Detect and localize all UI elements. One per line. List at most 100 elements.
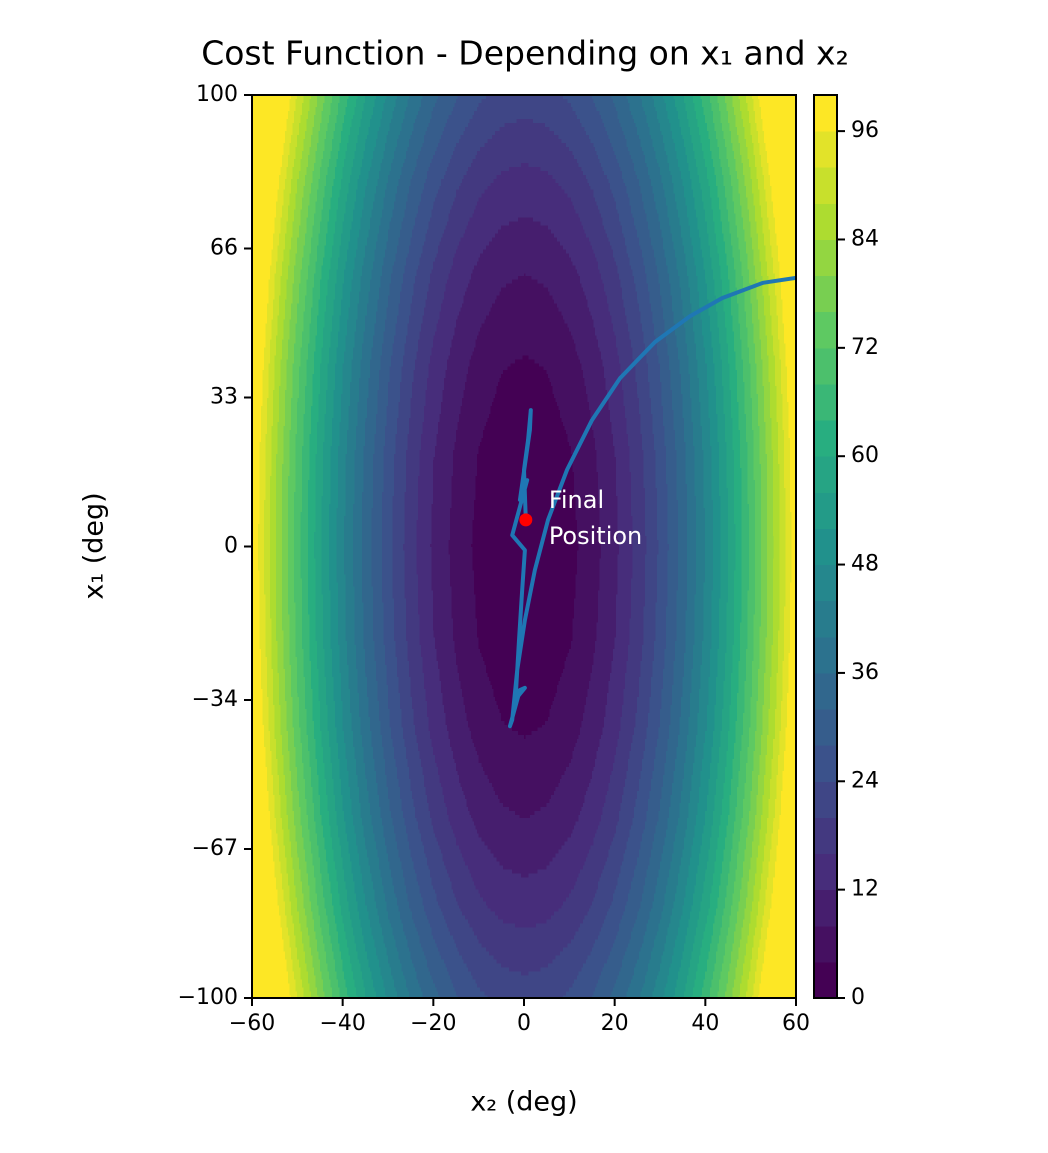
contour-band — [291, 907, 298, 913]
contour-band — [342, 959, 351, 965]
contour-band — [524, 919, 548, 925]
contour-band — [262, 692, 268, 698]
contour-band — [400, 791, 412, 796]
contour-band — [546, 983, 570, 989]
contour-band — [335, 803, 344, 808]
contour-band — [669, 811, 681, 816]
contour-band — [323, 759, 332, 764]
contour-band — [456, 881, 475, 886]
contour-band — [333, 696, 342, 702]
contour-band — [685, 759, 696, 764]
contour-band — [655, 935, 661, 941]
contour-band — [297, 991, 304, 997]
contour-band — [410, 905, 425, 909]
contour-band — [682, 817, 688, 822]
contour-band — [682, 727, 690, 732]
contour-band — [773, 829, 779, 834]
contour-band — [676, 755, 684, 760]
contour-band — [768, 923, 774, 929]
contour-band — [728, 991, 734, 997]
contour-band — [297, 652, 304, 658]
contour-band — [456, 751, 478, 756]
contour-field — [252, 95, 796, 998]
contour-band — [342, 751, 347, 756]
contour-band — [294, 811, 298, 816]
contour-band — [728, 841, 734, 846]
contour-band — [614, 927, 620, 933]
contour-band — [291, 853, 298, 858]
contour-band — [342, 885, 347, 890]
contour-band — [714, 967, 723, 973]
contour-band — [592, 829, 598, 834]
contour-band — [418, 979, 434, 985]
contour-band — [368, 795, 380, 800]
contour-band — [655, 751, 661, 756]
contour-band — [252, 821, 271, 826]
contour-band — [699, 915, 706, 921]
contour-band — [637, 849, 640, 854]
contour-band — [478, 959, 498, 965]
contour-band — [592, 783, 610, 788]
contour-band — [375, 947, 387, 953]
contour-band — [762, 731, 770, 736]
contour-band — [362, 817, 366, 822]
contour-band — [445, 963, 457, 969]
contour-band — [478, 869, 502, 874]
contour-band — [320, 935, 324, 941]
contour-band — [770, 857, 774, 862]
contour-band — [706, 799, 715, 804]
contour-band — [546, 815, 570, 818]
contour-band — [320, 735, 323, 740]
contour-band — [313, 873, 321, 878]
contour-band — [524, 975, 548, 981]
contour-band — [321, 881, 332, 886]
contour-band — [593, 837, 614, 842]
contour-band — [286, 704, 294, 710]
contour-band — [660, 731, 670, 736]
contour-band — [644, 931, 658, 937]
contour-band — [602, 731, 616, 736]
contour-band — [320, 676, 327, 682]
contour-band — [664, 893, 676, 898]
contour-band — [632, 739, 638, 744]
contour-band — [687, 979, 696, 985]
contour-band — [297, 815, 301, 818]
contour-band — [440, 783, 457, 788]
contour-band — [646, 869, 659, 874]
contour-band — [297, 841, 304, 846]
contour-band — [295, 829, 298, 834]
contour-band — [614, 807, 622, 812]
contour-band — [297, 821, 301, 826]
contour-band — [524, 735, 527, 740]
contour-band — [434, 833, 455, 838]
contour-band — [344, 811, 353, 816]
contour-band — [729, 795, 738, 800]
contour-band — [388, 751, 395, 756]
contour-band — [412, 911, 427, 917]
contour-band — [779, 731, 786, 736]
contour-band — [614, 923, 620, 929]
contour-band — [743, 971, 750, 977]
contour-band — [279, 783, 286, 788]
contour-band — [320, 680, 327, 686]
contour-band — [286, 799, 294, 804]
contour-band — [354, 885, 365, 890]
contour-band — [304, 779, 312, 784]
contour-band — [546, 755, 570, 760]
contour-band — [398, 849, 412, 854]
contour-band — [478, 911, 496, 917]
contour-band — [279, 700, 288, 706]
contour-band — [326, 684, 335, 690]
contour-band — [660, 951, 664, 957]
contour-band — [304, 680, 312, 686]
contour-band — [433, 811, 448, 816]
contour-band — [345, 751, 356, 756]
contour-band — [682, 763, 685, 768]
contour-band — [718, 885, 727, 890]
contour-band — [478, 825, 502, 830]
contour-band — [280, 708, 288, 714]
contour-band — [341, 955, 344, 961]
contour-band — [738, 775, 747, 780]
contour-band — [711, 885, 720, 890]
contour-band — [546, 955, 557, 961]
